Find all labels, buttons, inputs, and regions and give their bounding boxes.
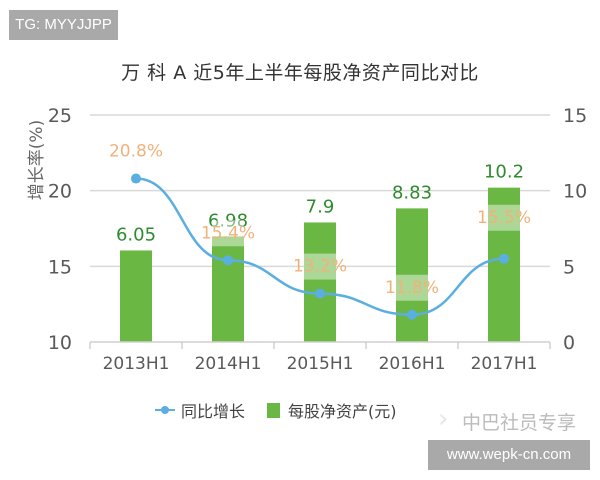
bar-value-label: 7.9: [306, 196, 335, 217]
y-axis-label: 增长率(%): [27, 120, 47, 200]
bar[interactable]: [120, 250, 152, 342]
legend-label-nav: 每股净资产(元): [288, 402, 397, 421]
line-point[interactable]: [407, 309, 417, 320]
bar-value-label: 8.83: [392, 182, 432, 203]
label-highlight: [212, 220, 244, 247]
line-value-label: 13.2%: [293, 257, 347, 277]
x-axis: 2013H1 2014H1 2015H1 2016H1 2017H1: [89, 341, 551, 374]
line-point[interactable]: [223, 255, 233, 266]
y-left-tick: 25: [48, 105, 72, 127]
bar-series: [120, 187, 520, 342]
line-value-label: 15.4%: [201, 223, 255, 243]
line-point[interactable]: [499, 253, 509, 264]
y-left-tick: 20: [48, 181, 72, 203]
bar[interactable]: [488, 187, 520, 342]
chevron-right-icon: ›: [438, 404, 449, 434]
y-right-tick: 0: [563, 332, 575, 354]
line-series: [131, 173, 509, 320]
x-tick-label: 2016H1: [379, 354, 446, 374]
x-tick-label: 2017H1: [471, 354, 538, 374]
legend-label-growth: 同比增长: [181, 402, 246, 421]
bar-swatch-icon: [267, 402, 281, 418]
label-highlight: [488, 204, 520, 231]
legend-item-growth[interactable]: 同比增长: [155, 398, 245, 422]
bar-value-label: 10.2: [484, 162, 524, 183]
bar[interactable]: [212, 236, 244, 342]
bar[interactable]: [304, 222, 336, 342]
y-right-tick: 10: [563, 181, 587, 203]
x-tick-label: 2015H1: [287, 354, 354, 374]
axis-ticks: 25 20 15 10 15 10 5 0 增长率(%): [27, 105, 587, 354]
y-left-tick: 10: [48, 332, 72, 354]
legend: 同比增长 每股净资产(元): [155, 398, 419, 422]
line-point[interactable]: [131, 173, 141, 184]
line-value-label: 15.5%: [477, 208, 531, 228]
watermark-brand: 中巴社员专享: [462, 412, 577, 434]
tg-badge: TG: MYYJJPP: [9, 10, 118, 40]
line-value-label: 11.8%: [385, 278, 439, 298]
y-right-tick: 15: [563, 105, 587, 127]
y-left-tick: 15: [48, 256, 72, 278]
bar-value-label: 6.05: [116, 224, 156, 245]
label-highlight: [304, 253, 336, 280]
x-tick-label: 2014H1: [195, 354, 262, 374]
line-value-label: 20.8%: [109, 142, 163, 162]
line-point[interactable]: [315, 288, 325, 299]
bar-value-label: 6.98: [208, 210, 248, 231]
url-badge: www.wepk-cn.com: [428, 440, 590, 470]
label-highlight: [396, 274, 428, 301]
chart-title: 万 科 A 近5年上半年每股净资产同比对比: [121, 62, 479, 84]
line-marker-icon: [155, 405, 175, 415]
legend-item-nav[interactable]: 每股净资产(元): [267, 398, 397, 422]
x-tick-label: 2013H1: [103, 354, 170, 374]
data-labels: 6.05 6.98 7.9 8.83 10.2 20.8% 15.4% 13.2% 11.8% 1…: [109, 142, 531, 301]
y-right-tick: 5: [563, 256, 575, 278]
